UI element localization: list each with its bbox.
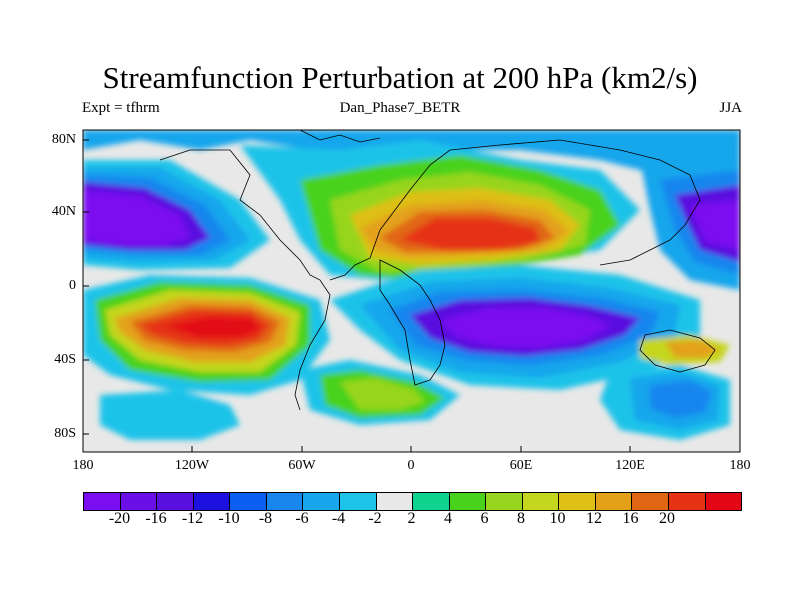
colorbar-swatch bbox=[376, 493, 414, 510]
colorbar-swatch bbox=[303, 493, 340, 510]
season-label: JJA bbox=[719, 100, 742, 116]
colorbar-label: -12 bbox=[181, 510, 204, 527]
colorbar-swatch bbox=[193, 493, 231, 510]
axis-ticks bbox=[82, 139, 741, 452]
colorbar-label: 16 bbox=[622, 510, 639, 527]
x-tick-label: 180 bbox=[729, 458, 751, 473]
colorbar-label: -10 bbox=[218, 510, 240, 527]
colorbar-label: 8 bbox=[517, 510, 525, 527]
x-tick-label: 0 bbox=[407, 458, 415, 473]
colorbar-swatch bbox=[669, 493, 706, 510]
colorbar-swatch bbox=[339, 493, 377, 510]
colorbar-label: 20 bbox=[659, 510, 675, 527]
case-label: Dan_Phase7_BETR bbox=[339, 100, 461, 116]
colorbar-swatch bbox=[413, 493, 450, 510]
plot-title: Streamfunction Perturbation at 200 hPa (… bbox=[102, 60, 698, 95]
colorbar-label: 6 bbox=[480, 510, 489, 527]
colorbar-label: -8 bbox=[258, 510, 273, 527]
colorbar-label: 10 bbox=[549, 510, 566, 527]
x-tick-label: 120W bbox=[174, 458, 210, 473]
y-tick-label: 0 bbox=[69, 278, 76, 293]
x-tick-label: 180 bbox=[72, 458, 94, 473]
colorbar-label: 4 bbox=[444, 510, 452, 527]
colorbar-swatch bbox=[559, 493, 596, 510]
contour-field bbox=[83, 130, 740, 452]
colorbar-label: 12 bbox=[586, 510, 602, 527]
y-tick-label: 40S bbox=[54, 352, 76, 367]
x-tick-label: 120E bbox=[615, 458, 645, 473]
colorbar-swatch bbox=[230, 493, 267, 510]
colorbar-swatch bbox=[632, 493, 669, 510]
colorbar-label: 2 bbox=[407, 510, 416, 527]
coastlines bbox=[159, 130, 716, 411]
colorbar-label: -16 bbox=[145, 510, 167, 527]
colorbar-swatch bbox=[120, 493, 158, 510]
y-tick-label: 80S bbox=[54, 426, 76, 441]
colorbar-label: -6 bbox=[295, 510, 309, 527]
experiment-label: Expt = tfhrm bbox=[82, 100, 160, 116]
colorbar-label: -4 bbox=[331, 510, 346, 527]
y-tick-label: 40N bbox=[51, 204, 76, 219]
colorbar-label: -20 bbox=[108, 510, 131, 527]
colorbar-swatch bbox=[84, 493, 121, 510]
y-tick-label: 80N bbox=[51, 132, 76, 147]
x-tick-label: 60W bbox=[288, 458, 316, 473]
colorbar-swatch bbox=[157, 493, 194, 510]
colorbar-label: -2 bbox=[368, 510, 382, 527]
colorbar bbox=[83, 492, 742, 511]
colorbar-swatch bbox=[449, 493, 487, 510]
x-tick-label: 60E bbox=[509, 458, 533, 473]
colorbar-swatch bbox=[705, 493, 742, 510]
colorbar-swatch bbox=[595, 493, 633, 510]
colorbar-swatch bbox=[522, 493, 560, 510]
colorbar-swatch bbox=[486, 493, 523, 510]
colorbar-swatch bbox=[266, 493, 304, 510]
